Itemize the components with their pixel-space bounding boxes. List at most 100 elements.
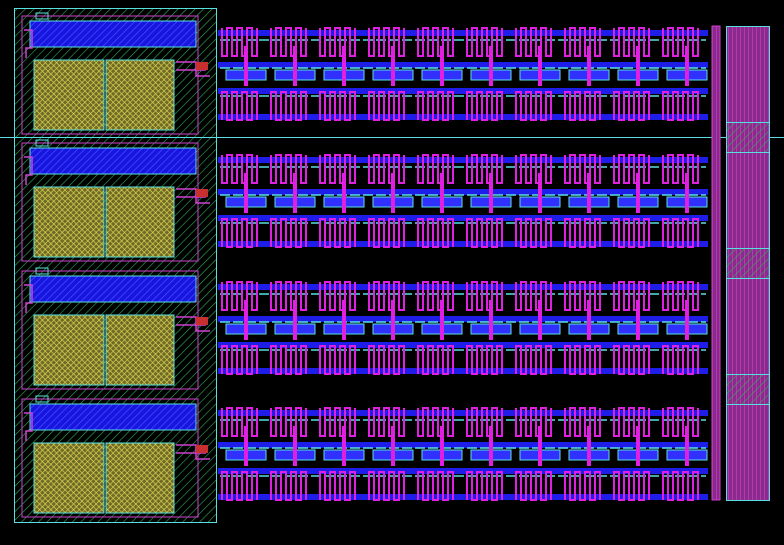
contact xyxy=(538,173,542,213)
blue-rail xyxy=(218,468,708,474)
serpentine xyxy=(564,407,601,437)
contact xyxy=(244,300,248,340)
contact xyxy=(440,426,444,466)
contact xyxy=(636,300,640,340)
contact xyxy=(342,46,346,86)
serpentine xyxy=(319,218,356,248)
cell-outline xyxy=(21,15,199,135)
serpentine xyxy=(515,27,552,57)
serpentine xyxy=(270,345,307,375)
serpentine xyxy=(368,91,405,121)
contact xyxy=(293,300,297,340)
blue-bar xyxy=(29,20,197,48)
contact xyxy=(342,426,346,466)
serpentine xyxy=(466,218,503,248)
blue-rail xyxy=(218,494,708,500)
contact xyxy=(342,173,346,213)
blue-rail xyxy=(218,241,708,247)
serpentine xyxy=(319,27,356,57)
contact xyxy=(35,395,49,403)
contact xyxy=(685,426,689,466)
contact xyxy=(342,300,346,340)
serpentine xyxy=(466,27,503,57)
strip xyxy=(711,25,721,501)
blue-rail xyxy=(218,284,708,290)
blue-rail xyxy=(218,189,708,195)
serpentine xyxy=(662,27,699,57)
serpentine xyxy=(270,407,307,437)
blue-rail xyxy=(218,114,708,120)
contact xyxy=(685,300,689,340)
pad xyxy=(105,442,175,514)
serpentine xyxy=(270,218,307,248)
serpentine xyxy=(368,27,405,57)
blue-rail xyxy=(218,410,708,416)
serpentine xyxy=(662,407,699,437)
cell-outline xyxy=(21,142,199,262)
serpentine xyxy=(270,154,307,184)
contact xyxy=(35,139,49,147)
serpentine xyxy=(319,407,356,437)
contact xyxy=(391,300,395,340)
serpentine xyxy=(515,281,552,311)
pad xyxy=(105,314,175,386)
contact xyxy=(489,173,493,213)
serpentine xyxy=(564,27,601,57)
blue-rail xyxy=(218,316,708,322)
serpentine xyxy=(515,345,552,375)
contact xyxy=(293,173,297,213)
contact xyxy=(587,426,591,466)
serpentine xyxy=(319,471,356,501)
blue-rail xyxy=(218,215,708,221)
cell-outline xyxy=(21,270,199,390)
serpentine xyxy=(515,471,552,501)
serpentine xyxy=(417,154,454,184)
pad xyxy=(33,442,105,514)
pad xyxy=(105,59,175,131)
serpentine xyxy=(319,345,356,375)
pad xyxy=(33,59,105,131)
contact xyxy=(538,46,542,86)
serpentine xyxy=(368,218,405,248)
via xyxy=(196,62,208,70)
serpentine xyxy=(564,91,601,121)
serpentine xyxy=(270,27,307,57)
serpentine xyxy=(221,218,258,248)
contact xyxy=(587,46,591,86)
pad xyxy=(105,186,175,258)
serpentine xyxy=(319,154,356,184)
contact xyxy=(685,173,689,213)
blue-rail xyxy=(218,88,708,94)
via xyxy=(196,445,208,453)
serpentine xyxy=(564,281,601,311)
pad xyxy=(33,186,105,258)
serpentine xyxy=(613,218,650,248)
serpentine xyxy=(368,407,405,437)
serpentine xyxy=(564,154,601,184)
serpentine xyxy=(662,345,699,375)
contact xyxy=(538,300,542,340)
contact xyxy=(244,173,248,213)
serpentine xyxy=(613,345,650,375)
serpentine xyxy=(319,281,356,311)
blue-rail xyxy=(218,62,708,68)
blue-rail xyxy=(218,442,708,448)
contact xyxy=(35,12,49,20)
via xyxy=(196,189,208,197)
serpentine xyxy=(564,218,601,248)
serpentine xyxy=(613,27,650,57)
contact xyxy=(244,46,248,86)
serpentine xyxy=(221,471,258,501)
serpentine xyxy=(221,91,258,121)
serpentine xyxy=(613,471,650,501)
serpentine xyxy=(613,407,650,437)
serpentine xyxy=(662,218,699,248)
serpentine xyxy=(417,407,454,437)
serpentine xyxy=(466,91,503,121)
serpentine xyxy=(466,471,503,501)
contact xyxy=(538,426,542,466)
serpentine xyxy=(221,407,258,437)
serpentine xyxy=(466,154,503,184)
contact xyxy=(587,173,591,213)
contact xyxy=(685,46,689,86)
